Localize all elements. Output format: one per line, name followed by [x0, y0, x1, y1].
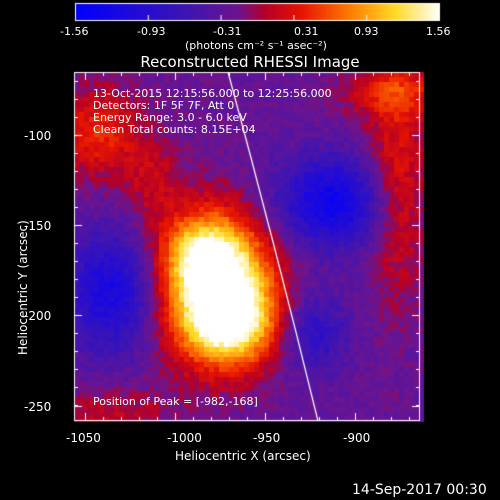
footer-timestamp: 14-Sep-2017 00:30: [352, 482, 487, 498]
info-time-range: 13-Oct-2015 12:15:56.000 to 12:25:56.000: [93, 87, 332, 100]
y-tick-label: -200: [24, 309, 52, 323]
y-tick-label: -250: [24, 400, 52, 414]
info-clean-counts: Clean Total counts: 8.15E+04: [93, 123, 256, 136]
info-detectors: Detectors: 1F 5F 7F, Att 0: [93, 99, 235, 112]
x-tick-label: -1050: [66, 431, 101, 445]
y-tick-label: -150: [24, 219, 52, 233]
image-title: Reconstructed RHESSI Image: [140, 53, 360, 71]
y-axis-label: Heliocentric Y (arcsec): [16, 220, 30, 355]
colorbar-tick-1: -1.56: [60, 25, 89, 38]
info-energy-range: Energy Range: 3.0 - 6.0 keV: [93, 111, 247, 124]
colorbar-tick-2: -0.93: [137, 25, 166, 38]
colorbar-tick-5: 0.93: [354, 25, 379, 38]
colorbar-tick-4: 0.31: [294, 25, 319, 38]
x-tick-label: -950: [253, 431, 281, 445]
colorbar-tick-3: -0.31: [213, 25, 242, 38]
y-tick-label: -100: [24, 129, 52, 143]
colorbar-tick-6: 1.56: [426, 25, 451, 38]
info-peak-position: Position of Peak = [-982,-168]: [93, 395, 258, 408]
x-tick-label: -1000: [167, 431, 202, 445]
x-axis-label: Heliocentric X (arcsec): [175, 449, 311, 463]
colorbar-units: (photons cm⁻² s⁻¹ asec⁻²): [185, 39, 327, 52]
x-tick-label: -900: [343, 431, 371, 445]
